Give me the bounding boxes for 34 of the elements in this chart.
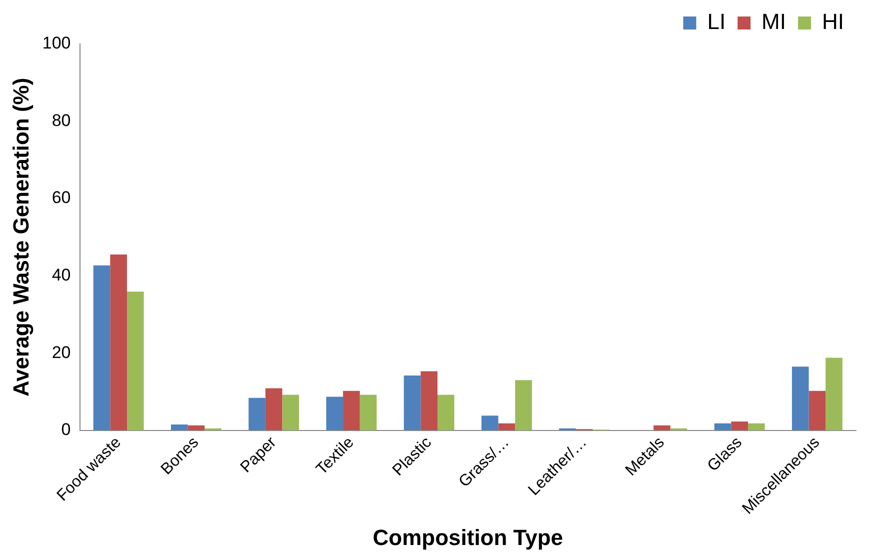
y-tick-label: 60 (52, 188, 71, 208)
bar (792, 366, 809, 430)
bar (343, 390, 360, 430)
bar (326, 396, 344, 430)
bar (498, 423, 516, 430)
y-tick-label: 20 (52, 342, 71, 362)
y-tick-label: 40 (52, 265, 71, 284)
bar (654, 425, 670, 430)
y-tick-label: 0 (61, 420, 71, 440)
bar (110, 254, 127, 430)
bar (282, 394, 300, 430)
y-tick-label: 80 (52, 110, 71, 130)
bar (126, 292, 144, 430)
bar (248, 398, 266, 430)
bar (170, 424, 188, 430)
bar (360, 394, 377, 430)
bar (481, 416, 498, 430)
bar (265, 388, 282, 430)
legend-label: MI (762, 9, 786, 34)
bar (826, 358, 842, 430)
bar (420, 371, 438, 430)
bar (515, 380, 532, 430)
x-axis-title: Composition Type (372, 524, 564, 550)
bar (404, 375, 421, 430)
y-axis-title: Average Waste Generation (%) (8, 78, 34, 397)
legend-label: HI (822, 9, 844, 34)
bar (808, 390, 826, 430)
legend-label: LI (707, 9, 726, 34)
bar (748, 423, 765, 430)
bar (93, 265, 110, 430)
y-tick-label: 100 (42, 34, 71, 53)
bar (731, 421, 748, 430)
bar (437, 394, 454, 430)
bar (714, 423, 732, 430)
